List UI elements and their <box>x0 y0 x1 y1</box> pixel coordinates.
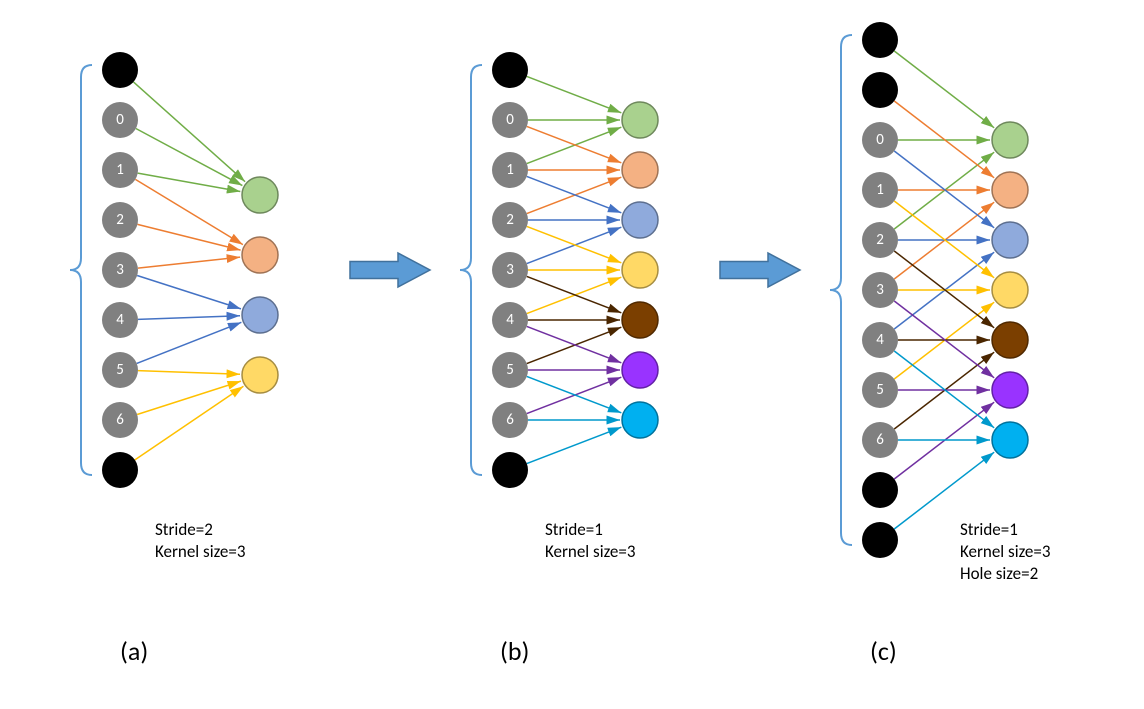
output-node <box>622 202 658 238</box>
input-node-label: 1 <box>876 181 884 199</box>
input-node-label: 1 <box>506 161 514 179</box>
pad-node <box>492 52 528 88</box>
diagram-canvas: 0123456Stride=2Kernel size=3(a)0123456St… <box>0 0 1144 709</box>
input-node-label: 2 <box>506 211 514 229</box>
param-line: Kernel size=3 <box>545 541 635 562</box>
output-node <box>992 222 1028 258</box>
input-node-label: 5 <box>116 361 124 379</box>
output-node <box>992 172 1028 208</box>
edge <box>138 316 240 320</box>
edge <box>894 452 994 529</box>
param-line: Stride=1 <box>960 519 1018 540</box>
input-node-label: 6 <box>116 411 124 429</box>
pad-node <box>862 72 898 108</box>
brace <box>460 65 482 475</box>
pad-node <box>492 452 528 488</box>
panel-sublabel: (a) <box>120 635 148 667</box>
input-node-label: 2 <box>116 211 124 229</box>
output-node <box>622 302 658 338</box>
output-node <box>992 122 1028 158</box>
output-node <box>992 272 1028 308</box>
output-node <box>622 352 658 388</box>
input-node-label: 3 <box>506 261 514 279</box>
panel-a: 0 1 2 3 4 5 6 Stride=2Kernel size=3 (a) <box>102 52 278 667</box>
param-line: Kernel size=3 <box>960 541 1050 562</box>
transition-arrow <box>720 253 800 287</box>
panel-sublabel: (b) <box>500 635 529 667</box>
input-node-label: 6 <box>876 431 884 449</box>
panel-b: 0 1 2 3 4 5 6 Stride=1Kernel size=3 (b) <box>492 52 658 667</box>
edge <box>133 82 245 182</box>
output-node <box>992 422 1028 458</box>
output-node <box>242 177 278 213</box>
param-line: Stride=1 <box>545 519 603 540</box>
input-node-label: 4 <box>506 311 514 329</box>
pad-node <box>102 452 138 488</box>
output-node <box>622 152 658 188</box>
brace <box>70 65 92 475</box>
output-node <box>242 357 278 393</box>
pad-node <box>862 22 898 58</box>
edge <box>137 276 241 309</box>
edge <box>527 76 622 112</box>
input-node-label: 3 <box>116 261 124 279</box>
output-node <box>242 237 278 273</box>
edge <box>137 322 242 363</box>
edge <box>136 128 243 185</box>
param-line: Hole size=2 <box>960 563 1038 584</box>
edge <box>138 371 240 375</box>
param-line: Kernel size=3 <box>155 541 245 562</box>
input-node-label: 5 <box>506 361 514 379</box>
panel-sublabel: (c) <box>870 635 897 667</box>
input-node-label: 0 <box>506 111 514 129</box>
edge <box>527 427 622 463</box>
input-node-label: 4 <box>116 311 124 329</box>
edge <box>138 257 240 268</box>
input-node-label: 5 <box>876 381 884 399</box>
transition-arrow <box>350 253 430 287</box>
input-node-label: 0 <box>116 111 124 129</box>
panel-c: 0 1 2 3 4 5 6 Stride=1Kernel size=3Hole size=2 (… <box>862 22 1050 667</box>
input-node-label: 3 <box>876 281 884 299</box>
pad-node <box>862 522 898 558</box>
input-node-label: 2 <box>876 231 884 249</box>
input-node-label: 6 <box>506 411 514 429</box>
output-node <box>622 402 658 438</box>
output-node <box>992 322 1028 358</box>
output-node <box>622 102 658 138</box>
input-node-label: 1 <box>116 161 124 179</box>
param-line: Stride=2 <box>155 519 213 540</box>
output-node <box>242 297 278 333</box>
edge <box>894 51 994 128</box>
output-node <box>992 372 1028 408</box>
brace <box>830 35 852 545</box>
input-node-label: 0 <box>876 131 884 149</box>
pad-node <box>102 52 138 88</box>
edge <box>137 224 240 250</box>
input-node-label: 4 <box>876 331 884 349</box>
output-node <box>622 252 658 288</box>
pad-node <box>862 472 898 508</box>
